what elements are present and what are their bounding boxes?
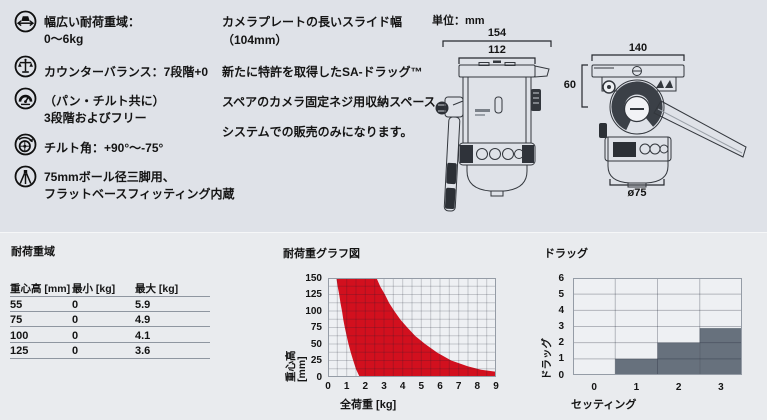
table-cell: 5.9 — [135, 299, 151, 311]
y-tick: 25 — [310, 355, 322, 366]
y-tick: 3 — [558, 321, 564, 332]
description-line: カメラプレートの長いスライド幅 — [222, 15, 403, 29]
y-tick: 75 — [310, 322, 322, 333]
feature-text: 0〜6kg — [44, 32, 84, 46]
y-tick: 150 — [305, 272, 322, 284]
y-tick: 0 — [558, 369, 564, 381]
feature-text: カウンターバランス：7段階+0 — [44, 65, 208, 79]
dimension-label-154: 154 — [487, 27, 507, 39]
y-tick: 125 — [305, 289, 322, 300]
units-label: 単位：mm — [432, 15, 485, 27]
table-cell: 100 — [10, 330, 29, 342]
y-tick: 4 — [558, 304, 564, 316]
feature-text: 75mmボール径三脚用、 — [44, 170, 175, 184]
dimension-label-base-diameter: ø75 — [627, 187, 647, 199]
drag-chart-x-axis-label: セッティング — [571, 399, 637, 411]
x-tick: 2 — [675, 382, 682, 393]
feature-text: 3段階およびフリー — [44, 111, 147, 125]
feature-text: 幅広い耐荷重域： — [44, 15, 141, 29]
description-line: スペアのカメラ固定ネジ用収納スペース — [222, 95, 436, 109]
drag-chart — [573, 278, 742, 375]
description-line: （104mm） — [222, 33, 288, 47]
dimension-label-112: 112 — [488, 44, 506, 56]
y-tick: 0 — [316, 371, 322, 383]
table-cell: 4.1 — [135, 330, 151, 342]
table-header-cell: 最小 [kg] — [72, 283, 116, 295]
x-tick: 7 — [455, 381, 462, 392]
x-tick: 3 — [718, 382, 724, 393]
table-rule — [10, 342, 210, 343]
dimension-label-60: 60 — [563, 79, 576, 91]
payload-chart — [328, 278, 496, 377]
table-cell: 0 — [72, 330, 79, 342]
front-view-drawing — [435, 40, 552, 212]
drag-icon — [14, 87, 37, 110]
load-table-title: 耐荷重域 — [11, 246, 55, 258]
table-cell: 3.6 — [135, 345, 151, 357]
tilt-icon — [14, 133, 37, 156]
counterbalance-icon — [14, 55, 37, 78]
table-rule — [10, 311, 210, 312]
tripod-icon — [14, 165, 37, 188]
y-tick: 2 — [558, 337, 564, 349]
y-tick: 50 — [310, 338, 322, 350]
table-cell: 125 — [10, 345, 29, 357]
feature-text: チルト角：+90°〜-75° — [44, 141, 164, 155]
table-cell: 0 — [72, 314, 79, 326]
payload-chart-title: 耐荷重グラフ図 — [283, 248, 360, 260]
table-cell: 4.9 — [135, 314, 151, 326]
table-rule — [10, 358, 210, 359]
table-cell: 75 — [10, 314, 23, 326]
feature-text: フラットベースフィッティング内蔵 — [44, 187, 235, 201]
x-tick: 5 — [418, 381, 425, 392]
x-tick: 1 — [343, 381, 350, 392]
x-tick: 9 — [493, 381, 499, 392]
payload-chart-x-axis-label: 全荷重 [kg] — [340, 399, 397, 411]
y-tick: 5 — [558, 288, 564, 300]
side-view-drawing — [581, 54, 747, 188]
table-header-cell: 最大 [kg] — [135, 283, 179, 295]
x-tick: 0 — [325, 381, 331, 392]
x-tick: 0 — [591, 382, 597, 393]
description-line: システムでの販売のみになります。 — [222, 125, 413, 139]
feature-text: （パン・チルト共に） — [44, 94, 165, 108]
table-header-cell: 重心高 [mm] — [10, 283, 71, 295]
y-tick: 1 — [558, 353, 564, 365]
dimension-label-140: 140 — [628, 42, 648, 54]
x-tick: 3 — [381, 381, 387, 392]
table-cell: 0 — [72, 345, 79, 357]
y-tick: 100 — [305, 305, 322, 317]
x-tick: 2 — [362, 381, 369, 392]
x-tick: 4 — [399, 381, 406, 392]
y-tick: 6 — [558, 272, 564, 284]
x-tick: 1 — [633, 382, 640, 393]
x-tick: 8 — [474, 381, 481, 392]
payload-icon — [14, 10, 37, 33]
table-rule — [10, 326, 210, 327]
drag-chart-title: ドラッグ — [544, 248, 588, 260]
description-line: 新たに特許を取得したSA-ドラッグ™ — [222, 65, 423, 79]
x-tick: 6 — [437, 381, 443, 392]
table-cell: 55 — [10, 299, 23, 311]
table-rule — [10, 296, 210, 297]
table-cell: 0 — [72, 299, 79, 311]
